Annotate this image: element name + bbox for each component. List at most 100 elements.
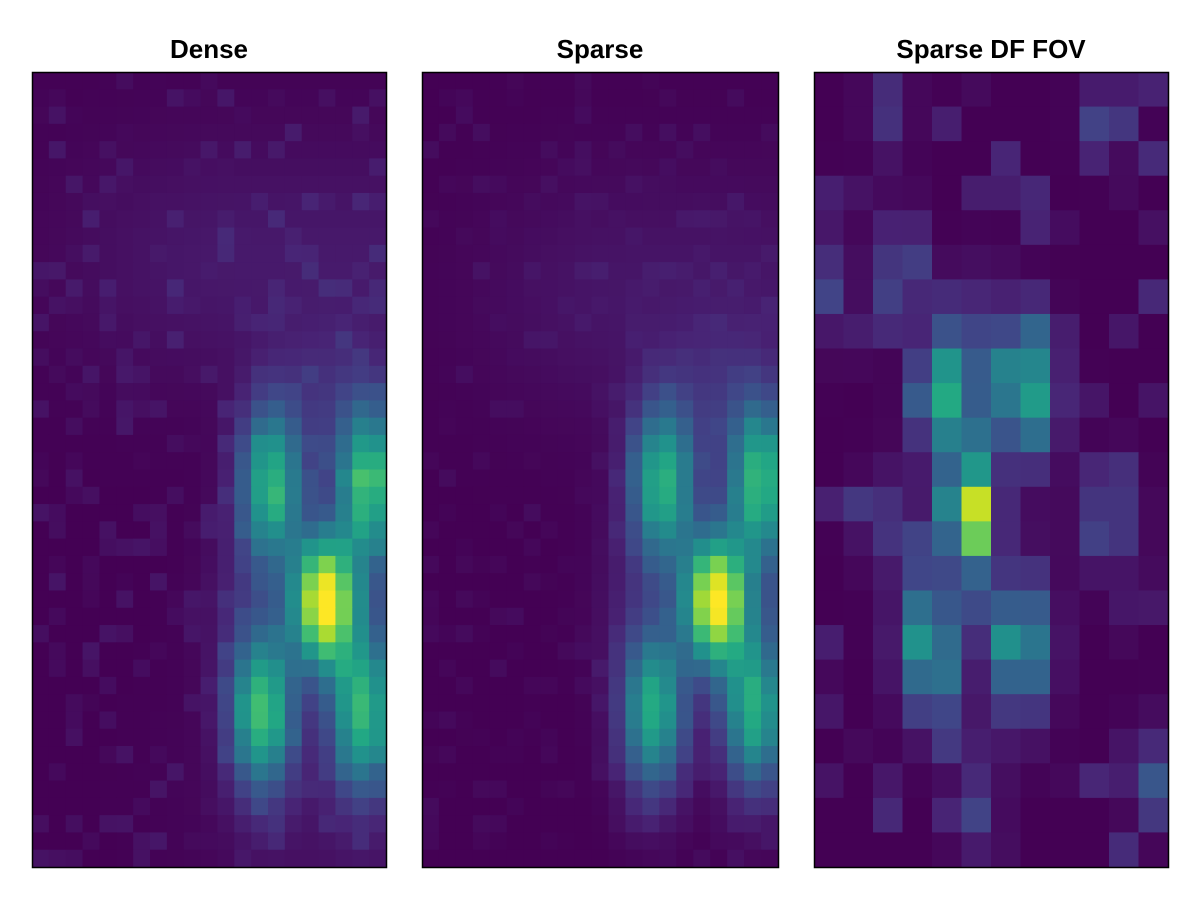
- heatmap-cell: [82, 417, 101, 436]
- heatmap-cell: [438, 123, 457, 142]
- heatmap-cell: [1050, 728, 1081, 764]
- heatmap-cell: [506, 607, 525, 626]
- heatmap-cell: [472, 417, 491, 436]
- heatmap-cells-dense: [32, 72, 387, 868]
- heatmap-cell: [1109, 348, 1140, 384]
- heatmap-cell: [557, 659, 576, 678]
- heatmap-cell: [422, 711, 440, 730]
- heatmap-cell: [814, 728, 845, 764]
- heatmap-cell: [455, 175, 474, 194]
- heatmap-cell: [183, 175, 202, 194]
- heatmap-cell: [523, 797, 542, 816]
- heatmap-cell: [744, 746, 762, 764]
- heatmap-cell: [727, 434, 745, 453]
- heatmap-cell: [32, 728, 50, 747]
- heatmap-cell: [1020, 832, 1051, 868]
- heatmap-cell: [506, 296, 525, 315]
- heatmap-cell: [200, 607, 219, 626]
- heatmap-cell: [932, 625, 963, 661]
- heatmap-cell: [489, 192, 508, 211]
- heatmap-cell: [116, 625, 134, 643]
- heatmap-cell: [659, 400, 677, 419]
- heatmap-cell: [591, 694, 610, 713]
- heatmap-cell: [200, 106, 219, 125]
- heatmap-cell: [506, 383, 525, 401]
- heatmap-cell: [352, 331, 370, 350]
- heatmap-cell: [116, 210, 134, 229]
- heatmap-cell: [422, 158, 440, 177]
- heatmap-cell: [557, 365, 576, 384]
- heatmap-cell: [523, 210, 542, 229]
- panel-title-sparse: Sparse: [557, 34, 644, 64]
- heatmap-cell: [455, 244, 474, 263]
- heatmap-cell: [1079, 106, 1110, 142]
- heatmap-cell: [65, 417, 84, 436]
- heatmap-cell: [642, 365, 660, 384]
- heatmap-cell: [625, 815, 643, 834]
- heatmap-cell: [268, 365, 286, 384]
- heatmap-cell: [335, 296, 353, 315]
- heatmap-cell: [183, 607, 202, 626]
- heatmap-cell: [710, 486, 728, 505]
- heatmap-cell: [557, 694, 576, 713]
- heatmap-cell: [642, 141, 660, 160]
- heatmap-cell: [301, 383, 320, 401]
- heatmap-cell: [574, 555, 593, 574]
- heatmap-cell: [540, 331, 559, 350]
- heatmap-cell: [183, 365, 202, 384]
- heatmap-cell: [1079, 555, 1110, 592]
- heatmap-cell: [489, 279, 508, 298]
- heatmap-cell: [65, 365, 84, 384]
- heatmap-cell: [32, 659, 50, 678]
- heatmap-cell: [251, 815, 269, 834]
- heatmap-cell: [301, 210, 320, 229]
- heatmap-cell: [1050, 694, 1081, 730]
- heatmap-cell: [301, 486, 320, 505]
- heatmap-cell: [234, 849, 252, 868]
- heatmap-cell: [234, 659, 252, 678]
- heatmap-cell: [352, 486, 370, 505]
- heatmap-cell: [318, 728, 337, 747]
- heatmap-cell: [352, 106, 370, 125]
- heatmap-cell: [284, 521, 303, 540]
- heatmap-cell: [150, 192, 168, 211]
- heatmap-cell: [625, 797, 643, 816]
- heatmap-cell: [234, 400, 252, 419]
- heatmap-cell: [625, 383, 643, 401]
- heatmap-cell: [99, 815, 117, 834]
- heatmap-cell: [1138, 348, 1169, 384]
- heatmap-cell: [438, 417, 457, 436]
- heatmap-cell: [234, 625, 252, 643]
- heatmap-cell: [625, 417, 643, 436]
- heatmap-cell: [65, 227, 84, 246]
- heatmap-cell: [744, 797, 762, 816]
- heatmap-cell: [251, 555, 269, 574]
- heatmap-cell: [642, 797, 660, 816]
- heatmap-cell: [301, 642, 320, 661]
- heatmap-cell: [961, 728, 992, 764]
- heatmap-cell: [166, 815, 185, 834]
- heatmap-cell: [352, 158, 370, 177]
- heatmap-cell: [133, 210, 151, 229]
- heatmap-cell: [65, 400, 84, 419]
- heatmap-cell: [82, 89, 101, 108]
- heatmap-cell: [961, 417, 992, 453]
- heatmap-cell: [873, 383, 904, 419]
- heatmap-cell: [506, 573, 525, 592]
- heatmap-cell: [99, 279, 117, 298]
- heatmap-cell: [48, 72, 67, 90]
- heatmap-cell: [540, 158, 559, 177]
- heatmap-cell: [506, 676, 525, 695]
- heatmap-cell: [166, 383, 185, 401]
- heatmap-cell: [608, 659, 627, 678]
- heatmap-cell: [591, 348, 610, 367]
- heatmap-cell: [422, 175, 440, 194]
- heatmap-cell: [506, 313, 525, 332]
- heatmap-cell: [268, 72, 286, 90]
- heatmap-cell: [676, 728, 694, 747]
- heatmap-cell: [1050, 279, 1081, 315]
- heatmap-cell: [710, 728, 728, 747]
- heatmap-cell: [99, 296, 117, 315]
- heatmap-cell: [625, 296, 643, 315]
- heatmap-cell: [116, 400, 134, 419]
